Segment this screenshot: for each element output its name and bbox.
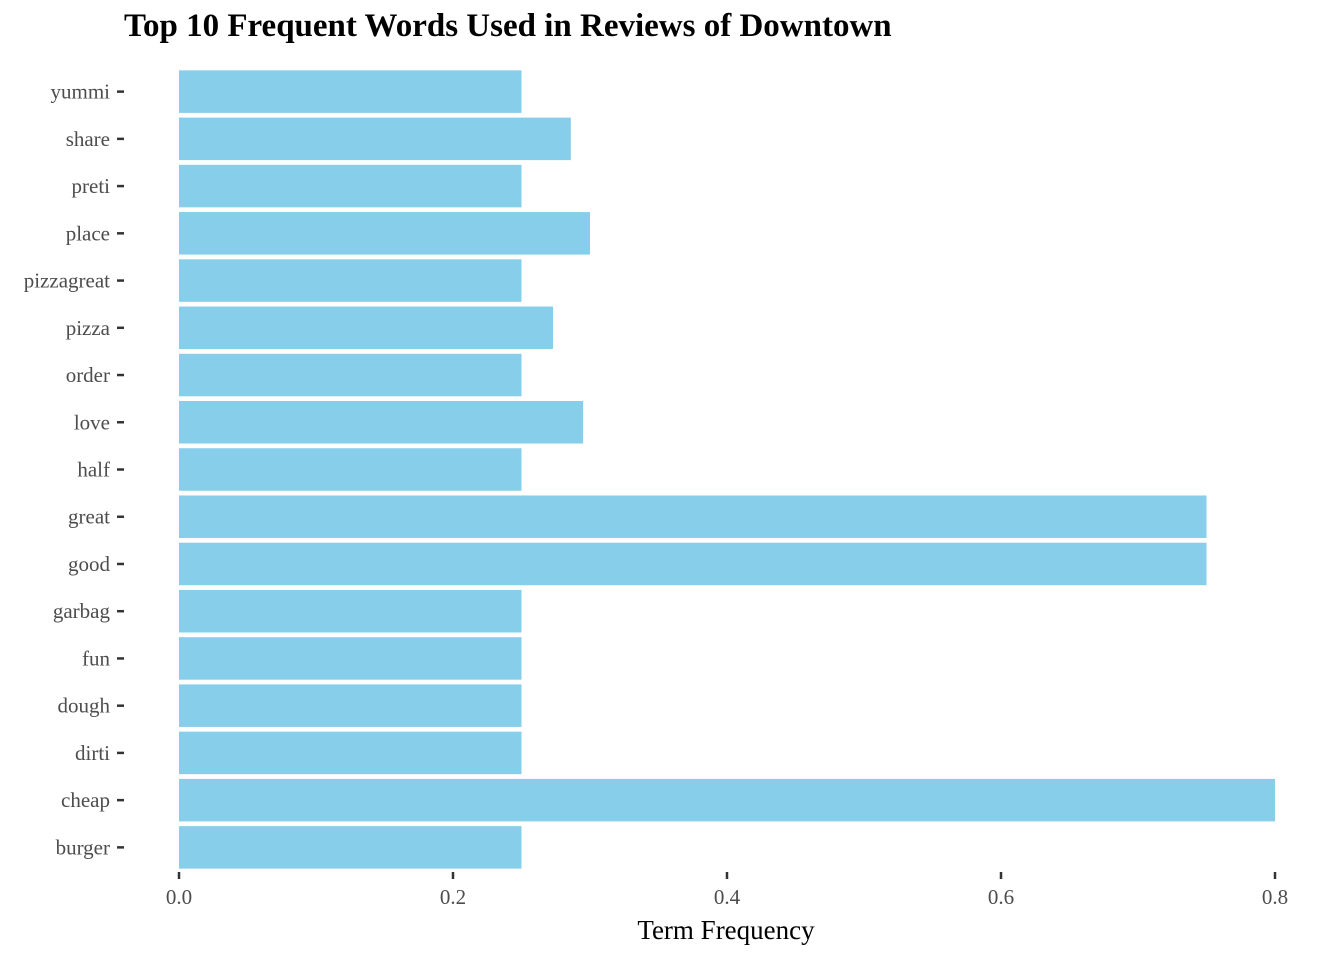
- bar-pizzagreat: [179, 259, 522, 302]
- y-axis: yummi share preti place pizzagreat pizza order…: [24, 80, 124, 859]
- y-tick-label: dirti: [75, 741, 110, 765]
- bars-layer: [179, 70, 1275, 869]
- y-tick-label: half: [77, 458, 110, 482]
- bar-preti: [179, 164, 522, 208]
- bar-half: [179, 448, 522, 491]
- chart-title: Top 10 Frequent Words Used in Reviews of…: [124, 8, 892, 44]
- x-tick-label: 0.6: [988, 885, 1014, 909]
- x-tick-label: 0.4: [714, 885, 741, 909]
- bar-order: [179, 353, 522, 397]
- bar-burger: [179, 826, 522, 869]
- x-axis-title: Term Frequency: [637, 915, 815, 945]
- bar-pizza: [179, 306, 554, 350]
- bar-place: [179, 212, 590, 255]
- bar-dirti: [179, 731, 522, 775]
- y-tick-label: pizza: [66, 316, 111, 340]
- y-tick-label: garbag: [53, 599, 111, 623]
- y-tick-label: pizzagreat: [24, 269, 110, 293]
- bar-love: [179, 401, 584, 444]
- y-tick-label: dough: [58, 694, 111, 718]
- y-tick-label: yummi: [50, 80, 110, 104]
- x-tick-label: 0.8: [1262, 885, 1288, 909]
- bar-good: [179, 542, 1207, 586]
- bar-cheap: [179, 778, 1275, 822]
- y-tick-label: good: [68, 552, 111, 576]
- y-tick-label: cheap: [61, 788, 110, 812]
- y-tick-label: order: [66, 363, 110, 387]
- y-tick-label: preti: [72, 174, 111, 198]
- y-tick-label: great: [68, 505, 110, 529]
- bar-garbag: [179, 589, 522, 633]
- x-axis: 0.0 0.2 0.4 0.6 0.8: [166, 872, 1288, 909]
- x-tick-label: 0.2: [440, 885, 466, 909]
- y-tick-label: burger: [56, 835, 110, 859]
- bar-dough: [179, 684, 522, 727]
- y-tick-label: fun: [82, 646, 110, 670]
- y-tick-label: share: [66, 127, 110, 151]
- bar-share: [179, 117, 571, 161]
- bar-fun: [179, 637, 522, 680]
- y-tick-label: love: [74, 410, 110, 434]
- y-tick-label: place: [66, 221, 110, 245]
- bar-great: [179, 495, 1207, 538]
- bar-yummi: [179, 70, 522, 113]
- x-tick-label: 0.0: [166, 885, 192, 909]
